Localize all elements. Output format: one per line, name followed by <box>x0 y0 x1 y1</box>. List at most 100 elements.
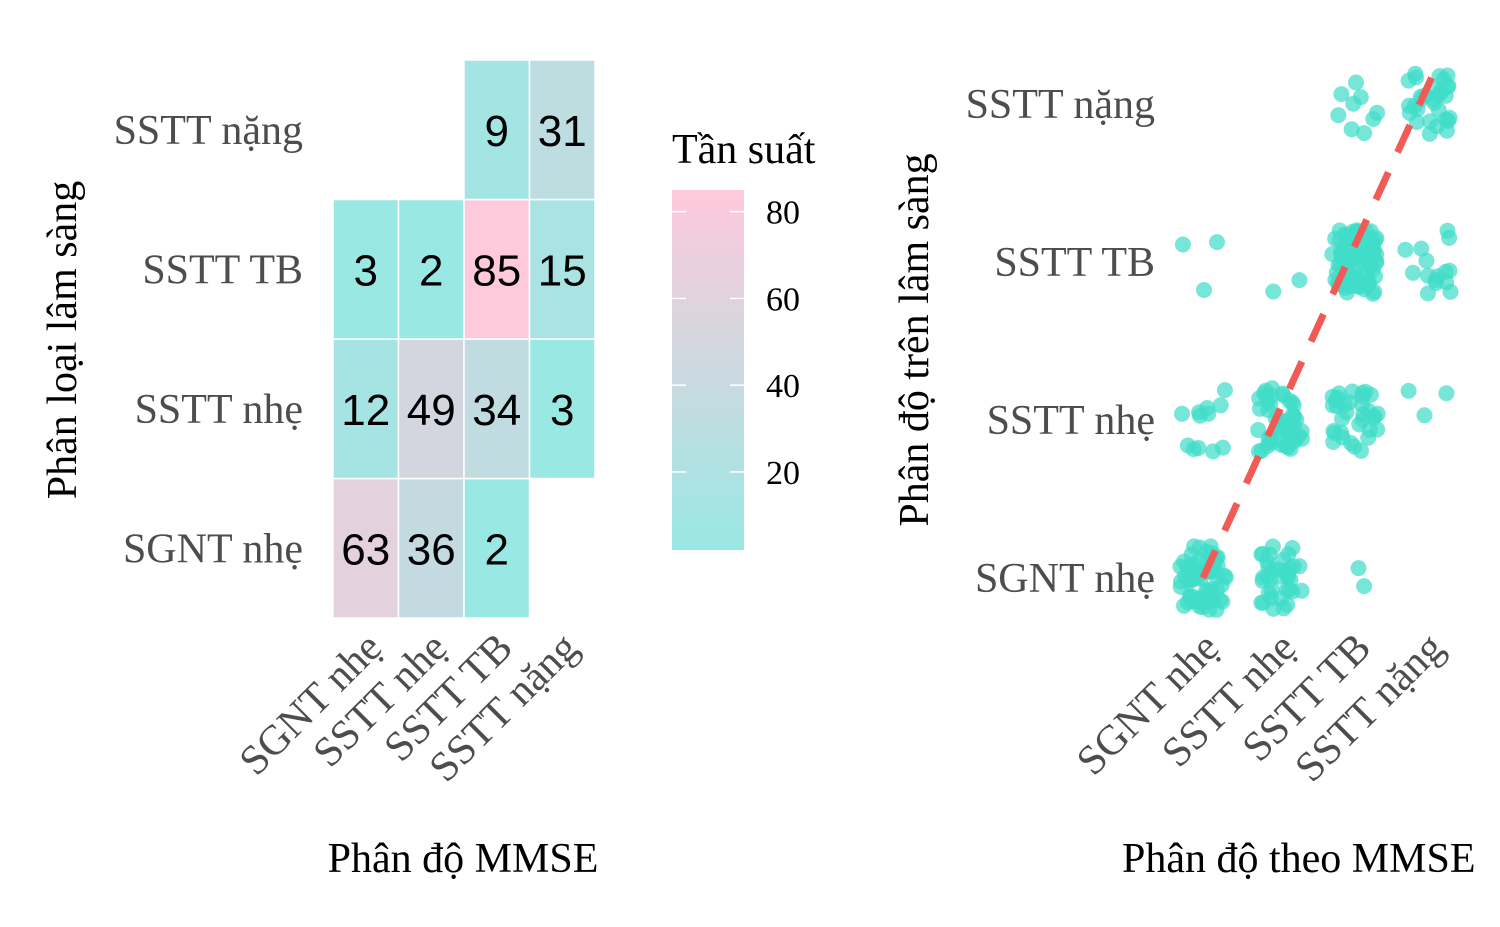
scatter-point <box>1286 417 1302 434</box>
scatter-point <box>1253 442 1270 459</box>
scatter-point <box>1407 65 1424 82</box>
heatmap-cell <box>528 59 596 201</box>
scatter-point <box>1350 560 1367 577</box>
scatter-point <box>1418 252 1435 269</box>
color-legend: Tần suất 20 40 60 80 <box>672 127 816 550</box>
heatmap-cell-label: 36 <box>407 525 456 574</box>
heatmap-cell <box>332 477 400 619</box>
legend-colorbar <box>672 190 744 550</box>
legend-title: Tần suất <box>672 127 816 173</box>
scatter-point <box>1397 241 1414 258</box>
scatter-point <box>1346 438 1363 455</box>
scatter-point <box>1186 538 1203 555</box>
scatter-point <box>1265 283 1282 300</box>
scatter-point <box>1291 272 1308 289</box>
scatter-point <box>1212 397 1229 414</box>
scatter-y-tick-label: SSTT nhẹ <box>987 398 1155 444</box>
scatter-point <box>1284 540 1301 556</box>
scatter-y-axis-title: Phân độ trên lâm sàng <box>892 153 938 526</box>
scatter-point <box>1356 125 1373 142</box>
scatter-point <box>1174 236 1191 253</box>
heatmap-y-tick-label: SSTT nhẹ <box>135 387 303 433</box>
heatmap-cell <box>397 198 465 340</box>
scatter-point <box>1441 262 1458 279</box>
scatter-point <box>1442 283 1459 300</box>
heatmap-cells: 63 36 212 49 34 33 2 85 159 31 <box>332 59 596 619</box>
scatter-point <box>1263 590 1279 607</box>
heatmap-cell <box>528 198 596 340</box>
scatter-point <box>1281 581 1297 598</box>
scatter-point <box>1343 121 1360 138</box>
legend-tick-label: 40 <box>766 368 800 405</box>
scatter-point <box>1216 382 1233 399</box>
scatter-point <box>1209 234 1225 251</box>
heatmap-cell-label: 63 <box>341 525 390 574</box>
legend-tick-label: 80 <box>766 195 800 232</box>
scatter-point <box>1421 125 1438 142</box>
scatter-point <box>1172 558 1189 575</box>
scatter-y-tick-label: SGNT nhẹ <box>975 556 1155 602</box>
heatmap-cell <box>332 198 400 340</box>
scatter-point <box>1330 107 1347 124</box>
scatter-point <box>1429 268 1446 285</box>
scatter-point <box>1356 578 1373 595</box>
heatmap-cell-label: 31 <box>538 107 587 156</box>
scatter-point <box>1369 104 1386 121</box>
scatter-point <box>1334 429 1351 446</box>
scatter-y-tick-labels: SGNT nhẹ SSTT nhẹ SSTT TB SSTT nặng <box>966 82 1155 602</box>
scatter-point <box>1438 385 1455 402</box>
scatter-point <box>1324 397 1341 414</box>
scatter-point <box>1405 264 1421 281</box>
heatmap-y-tick-labels: SGNT nhẹ SSTT nhẹ SSTT TB SSTT nặng <box>114 108 303 573</box>
scatter-point <box>1275 600 1292 617</box>
scatter-point <box>1440 77 1457 94</box>
scatter-point <box>1205 443 1221 460</box>
scatter-point <box>1261 546 1278 563</box>
scatter-point <box>1185 441 1202 458</box>
scatter-point <box>1291 558 1308 575</box>
scatter-point <box>1367 268 1384 285</box>
scatter-point <box>1401 105 1418 121</box>
scatter-point <box>1422 113 1439 130</box>
scatter-point <box>1183 571 1200 588</box>
heatmap-cell-label: 3 <box>550 386 574 435</box>
heatmap-cell-label: 12 <box>341 386 390 435</box>
heatmap-cell <box>397 477 465 619</box>
scatter-y-tick-label: SSTT nặng <box>966 82 1155 128</box>
scatter-point <box>1426 94 1443 111</box>
scatter-point <box>1199 593 1216 609</box>
heatmap-cell-label: 2 <box>485 525 509 574</box>
scatter-point <box>1400 382 1417 399</box>
scatter-point <box>1348 74 1364 91</box>
scatter-point <box>1413 240 1430 257</box>
heatmap-cell-label: 9 <box>485 107 509 156</box>
scatter-point <box>1182 589 1199 606</box>
scatter-point <box>1217 569 1234 586</box>
scatter-point <box>1174 405 1190 422</box>
scatter-points <box>1172 65 1459 618</box>
heatmap-y-axis-title: Phân loại lâm sàng <box>40 181 86 499</box>
reference-dashed-line <box>1199 70 1438 580</box>
scatter-point <box>1251 390 1268 407</box>
scatter-point <box>1282 433 1299 450</box>
scatter-point <box>1191 404 1208 421</box>
scatter-point <box>1419 285 1436 302</box>
scatter-point <box>1441 229 1458 246</box>
heatmap-cell-label: 34 <box>472 386 521 435</box>
heatmap-cell <box>463 198 531 340</box>
heatmap-cell <box>463 338 531 480</box>
legend-ticks: 20 40 60 80 <box>672 195 800 492</box>
scatter-point <box>1361 421 1378 438</box>
scatter-point <box>1196 282 1212 298</box>
scatter-point <box>1338 404 1355 421</box>
heatmap-x-axis-title: Phân độ MMSE <box>328 836 599 882</box>
scatter-point <box>1365 285 1381 302</box>
heatmap-cell <box>463 59 531 201</box>
heatmap-y-tick-label: SSTT TB <box>142 247 303 293</box>
heatmap-y-tick-label: SSTT nặng <box>114 108 303 154</box>
scatter-point <box>1270 561 1287 578</box>
